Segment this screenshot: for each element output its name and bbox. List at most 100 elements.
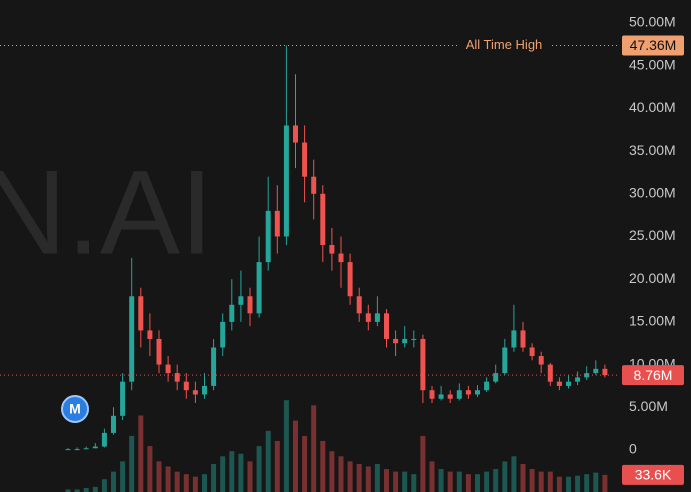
volume-bar [220, 456, 226, 492]
volume-bar [575, 475, 581, 492]
volume-bar [156, 461, 162, 492]
candle-body [302, 142, 308, 177]
candle-body [502, 347, 508, 374]
volume-bar [120, 461, 126, 492]
candle-body [538, 356, 544, 365]
volume-bar [447, 471, 453, 492]
candle-body [101, 432, 107, 447]
last-volume-label: 33.6K [635, 467, 672, 483]
volume-bar [374, 463, 380, 492]
volume-bar [411, 474, 417, 492]
y-tick-label: 5.00M [629, 398, 668, 414]
ath-text-bg [458, 36, 550, 55]
candle-body [293, 125, 298, 143]
candle-body [338, 253, 344, 263]
candle-body [183, 381, 189, 391]
volume-bar [283, 400, 289, 492]
candle-body [229, 304, 235, 322]
volume-bar [183, 474, 189, 492]
volume-bar [256, 446, 262, 492]
y-tick-label: 30.00M [629, 184, 676, 200]
volume-bar [384, 469, 389, 492]
candle-body [402, 338, 408, 344]
volume-bar [247, 461, 253, 492]
candle-body [584, 373, 590, 378]
volume-bar [475, 474, 480, 492]
volume-bar [83, 487, 89, 492]
last-price-label: 8.76M [634, 367, 673, 383]
volume-bar [111, 471, 116, 492]
volume-bar [529, 469, 535, 492]
candle-body [74, 449, 80, 451]
volume-bar [365, 466, 371, 492]
candle-body [320, 193, 326, 246]
candle-body [575, 377, 581, 382]
volume-bar [465, 474, 471, 492]
candle-body [529, 347, 535, 357]
candle-body [374, 313, 380, 322]
candle-body [247, 296, 253, 314]
candle-body [129, 296, 135, 382]
candle-body [92, 446, 98, 449]
volume-bar [293, 420, 298, 492]
volume-bar [174, 471, 180, 492]
candle-body [192, 390, 198, 395]
candle-body [274, 210, 280, 237]
candle-body [83, 448, 89, 450]
volume-bar [192, 476, 198, 492]
volume-bar [511, 456, 517, 492]
volume-bar [502, 461, 508, 492]
candle-body [138, 296, 144, 331]
candle-body [311, 176, 317, 194]
y-tick-label: 50.00M [629, 14, 676, 30]
candle-body [420, 338, 426, 391]
volume-bar [602, 474, 608, 492]
candle-body [566, 381, 571, 386]
candle-body [65, 449, 71, 451]
candle-body [211, 347, 217, 386]
candle-body [365, 313, 371, 322]
volume-bar [584, 474, 590, 492]
candle-body [429, 390, 435, 399]
candle-body [174, 373, 180, 382]
logo [61, 395, 89, 423]
volume-bar [129, 435, 135, 492]
volume-bar [74, 489, 80, 492]
candle-body [511, 330, 517, 348]
candle-body [493, 373, 499, 382]
ath-text: All Time High [466, 37, 543, 52]
volume-bar [92, 486, 98, 492]
candle-body [411, 338, 417, 340]
volume-bar [520, 463, 526, 492]
volume-bar [347, 461, 353, 492]
volume-bar [420, 435, 426, 492]
volume-bar [101, 479, 107, 492]
candle-body [220, 321, 226, 348]
volume-bar [202, 474, 207, 492]
volume-bar [229, 451, 235, 492]
y-tick-label: 45.00M [629, 56, 676, 72]
candle-body [593, 368, 599, 374]
y-tick-label: 0 [629, 441, 637, 457]
volume-bar [320, 441, 326, 492]
candle-body [256, 262, 262, 314]
y-tick-label: 25.00M [629, 227, 676, 243]
volume-bar [438, 469, 444, 492]
volume-bar [356, 463, 362, 492]
volume-bar [338, 456, 344, 492]
volume-bar [265, 430, 271, 492]
logo-text: M [69, 401, 81, 417]
volume-bar [274, 441, 280, 492]
candle-body [356, 296, 362, 314]
last-price-label-bg [622, 365, 684, 386]
volume-bar [311, 405, 317, 492]
volume-bar [329, 451, 335, 492]
volume-bar [429, 461, 435, 492]
candle-body [556, 381, 562, 386]
volume-bar [484, 471, 490, 492]
candle-body [484, 381, 490, 391]
volume-bar [211, 463, 217, 492]
candle-body [475, 390, 480, 395]
